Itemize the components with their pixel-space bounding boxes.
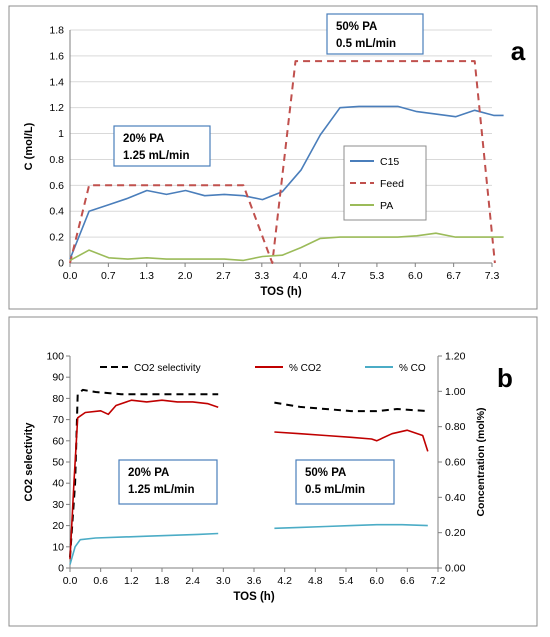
annotation-text: 50% PA xyxy=(305,467,346,479)
panel-b-chart: 0 10 20 30 40 50 60 70 80 90 100 0.00 0.20 0.40 0.60 0.… xyxy=(23,351,487,604)
x-tick-label: 7.3 xyxy=(485,270,500,282)
x-tick-label: 6.7 xyxy=(446,270,461,282)
annotation-text: 20% PA xyxy=(123,133,164,145)
legend-label: C15 xyxy=(380,156,399,168)
x-tick-label: 7.2 xyxy=(431,575,446,587)
y-tick-label: 1.8 xyxy=(49,25,64,37)
series-line--co xyxy=(274,523,428,530)
x-tick-label: 2.0 xyxy=(178,270,193,282)
annotation-text: 0.5 mL/min xyxy=(305,484,365,496)
x-tick-label: 1.3 xyxy=(139,270,154,282)
annotation-text: 0.5 mL/min xyxy=(336,38,396,50)
y-tick-label: 60 xyxy=(52,435,64,447)
annotation-text: 1.25 mL/min xyxy=(123,150,189,162)
panel-b-label: b xyxy=(497,363,513,393)
annotation-text: 1.25 mL/min xyxy=(128,484,194,496)
x-tick-label: 4.0 xyxy=(293,270,308,282)
annotation-box xyxy=(113,125,211,167)
y-right-tick-label: 1.20 xyxy=(445,351,466,363)
x-tick-label: 1.2 xyxy=(124,575,139,587)
annotation-box xyxy=(295,459,395,505)
y-tick-label: 30 xyxy=(52,499,64,511)
y-tick-label: 1.6 xyxy=(49,50,64,62)
x-tick-label: 6.0 xyxy=(369,575,384,587)
legend-box xyxy=(343,145,427,221)
y-tick-label: 80 xyxy=(52,393,64,405)
x-tick-label: 6.0 xyxy=(408,270,423,282)
y-right-axis-label: Concentration (mol%) xyxy=(475,407,487,516)
x-tick-label: 0.0 xyxy=(63,575,78,587)
x-tick-label: 3.3 xyxy=(255,270,270,282)
panel-a-frame xyxy=(8,5,538,310)
series-line-pa xyxy=(69,232,504,262)
x-tick-label: 0.6 xyxy=(93,575,108,587)
x-tick-label: 2.7 xyxy=(216,270,231,282)
y-right-tick-label: 0.00 xyxy=(445,563,466,575)
series-line--co xyxy=(69,532,219,565)
x-tick-label: 0.0 xyxy=(63,270,78,282)
panel-a-label: a xyxy=(511,36,526,66)
legend-label: Feed xyxy=(380,178,404,190)
y-tick-label: 0.6 xyxy=(49,180,64,192)
y-axis-label: C (mol/L) xyxy=(23,122,35,170)
x-tick-label: 6.6 xyxy=(400,575,415,587)
y-tick-label: 100 xyxy=(46,351,64,363)
y-tick-label: 40 xyxy=(52,478,64,490)
y-tick-label: 0 xyxy=(58,258,64,270)
panel-a-chart: 0 0.2 0.4 0.6 0.8 1 1.2 1.4 1.6 1.8 0.0 0.7 1.3 2.0 2.… xyxy=(23,13,504,298)
annotation-box xyxy=(118,459,218,505)
y-right-tick-label: 0.80 xyxy=(445,421,466,433)
x-axis-label: TOS (h) xyxy=(233,591,274,603)
y-tick-label: 0.8 xyxy=(49,154,64,166)
series-line--co2 xyxy=(274,429,429,452)
series-line-c15 xyxy=(69,105,504,260)
y-axis-label: CO2 selectivity xyxy=(23,422,35,502)
y-tick-label: 1.4 xyxy=(49,76,64,88)
y-tick-label: 70 xyxy=(52,414,64,426)
series-line-co2-selectivity xyxy=(69,388,219,558)
x-tick-label: 3.0 xyxy=(216,575,231,587)
y-right-tick-label: 1.00 xyxy=(445,386,466,398)
panel-b-frame xyxy=(8,316,538,627)
legend-label: % CO xyxy=(399,363,426,374)
legend-label: CO2 selectivity xyxy=(134,363,201,374)
y-tick-label: 90 xyxy=(52,372,64,384)
x-tick-label: 5.4 xyxy=(339,575,354,587)
y-tick-label: 50 xyxy=(52,457,64,469)
annotation-text: 50% PA xyxy=(336,21,377,33)
y-right-tick-label: 0.60 xyxy=(445,457,466,469)
y-tick-label: 10 xyxy=(52,541,64,553)
x-tick-label: 4.7 xyxy=(331,270,346,282)
x-axis-label: TOS (h) xyxy=(260,286,301,298)
series-line-feed xyxy=(69,60,496,264)
y-right-tick-label: 0.40 xyxy=(445,492,466,504)
y-tick-label: 0.2 xyxy=(49,232,64,244)
x-tick-label: 5.3 xyxy=(370,270,385,282)
y-tick-label: 1.2 xyxy=(49,102,64,114)
x-tick-label: 0.7 xyxy=(101,270,116,282)
x-tick-label: 4.8 xyxy=(308,575,323,587)
x-tick-label: 4.2 xyxy=(277,575,292,587)
y-tick-label: 0.4 xyxy=(49,206,64,218)
series-line--co2 xyxy=(69,399,219,560)
legend-label: PA xyxy=(380,200,393,212)
annotation-text: 20% PA xyxy=(128,467,169,479)
x-tick-label: 3.6 xyxy=(247,575,262,587)
x-tick-label: 2.4 xyxy=(185,575,200,587)
series-line-co2-selectivity xyxy=(274,401,428,413)
y-tick-label: 20 xyxy=(52,520,64,532)
annotation-box xyxy=(326,13,424,55)
y-tick-label: 0 xyxy=(58,563,64,575)
y-tick-label: 1 xyxy=(58,128,64,140)
legend-label: % CO2 xyxy=(289,363,322,374)
x-tick-label: 1.8 xyxy=(155,575,170,587)
y-right-tick-label: 0.20 xyxy=(445,527,466,539)
